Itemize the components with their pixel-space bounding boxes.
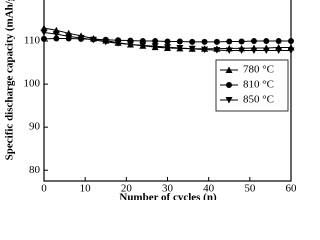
- y-tick-label: 90: [29, 121, 41, 133]
- marker: [201, 38, 208, 45]
- marker: [238, 38, 245, 45]
- marker: [40, 29, 48, 36]
- marker: [139, 42, 147, 49]
- marker: [188, 45, 196, 53]
- marker: [213, 47, 221, 54]
- x-tick-label: 40: [203, 183, 215, 195]
- marker: [225, 47, 233, 55]
- marker: [213, 38, 220, 45]
- marker: [151, 43, 159, 50]
- marker: [238, 47, 246, 55]
- marker: [250, 47, 258, 55]
- legend-marker: [225, 97, 233, 104]
- y-axis-label: Specific discharge capacity (mAh/g: [4, 0, 16, 160]
- x-tick-label: 20: [121, 183, 133, 195]
- legend-marker: [225, 66, 233, 73]
- x-tick-label: 10: [80, 183, 92, 195]
- marker: [152, 38, 159, 45]
- marker: [287, 47, 295, 55]
- y-tick-label: 110: [24, 35, 41, 47]
- marker: [126, 41, 134, 49]
- x-axis-label: Number of cycles (n): [119, 192, 217, 200]
- legend-label: 850 °C: [243, 94, 274, 106]
- marker: [226, 38, 233, 45]
- chart: Specific discharge capacity (mAh/g Numbe…: [4, 0, 298, 200]
- marker: [263, 38, 270, 45]
- marker: [89, 36, 97, 44]
- x-tick-label: 0: [41, 183, 47, 195]
- marker: [275, 47, 283, 55]
- marker: [53, 35, 60, 42]
- marker: [250, 38, 257, 45]
- marker: [176, 38, 183, 45]
- marker: [176, 44, 184, 52]
- marker: [288, 38, 294, 45]
- legend-label: 810 °C: [243, 79, 274, 91]
- marker: [164, 38, 171, 45]
- marker: [77, 35, 85, 42]
- y-tick-label: 80: [29, 164, 41, 176]
- marker: [275, 38, 282, 45]
- x-tick-label: 30: [162, 183, 174, 195]
- marker: [52, 31, 60, 38]
- x-tick-label: 60: [286, 183, 298, 195]
- marker: [114, 40, 122, 47]
- marker: [65, 33, 73, 40]
- marker: [201, 46, 209, 54]
- x-tick-label: 50: [244, 183, 256, 195]
- marker: [164, 44, 171, 51]
- marker: [262, 47, 270, 55]
- y-tick-label: 100: [24, 78, 41, 90]
- legend-label: 780 °C: [243, 64, 274, 76]
- marker: [41, 35, 47, 42]
- legend-marker: [226, 82, 232, 88]
- marker: [102, 38, 110, 46]
- marker: [189, 38, 196, 45]
